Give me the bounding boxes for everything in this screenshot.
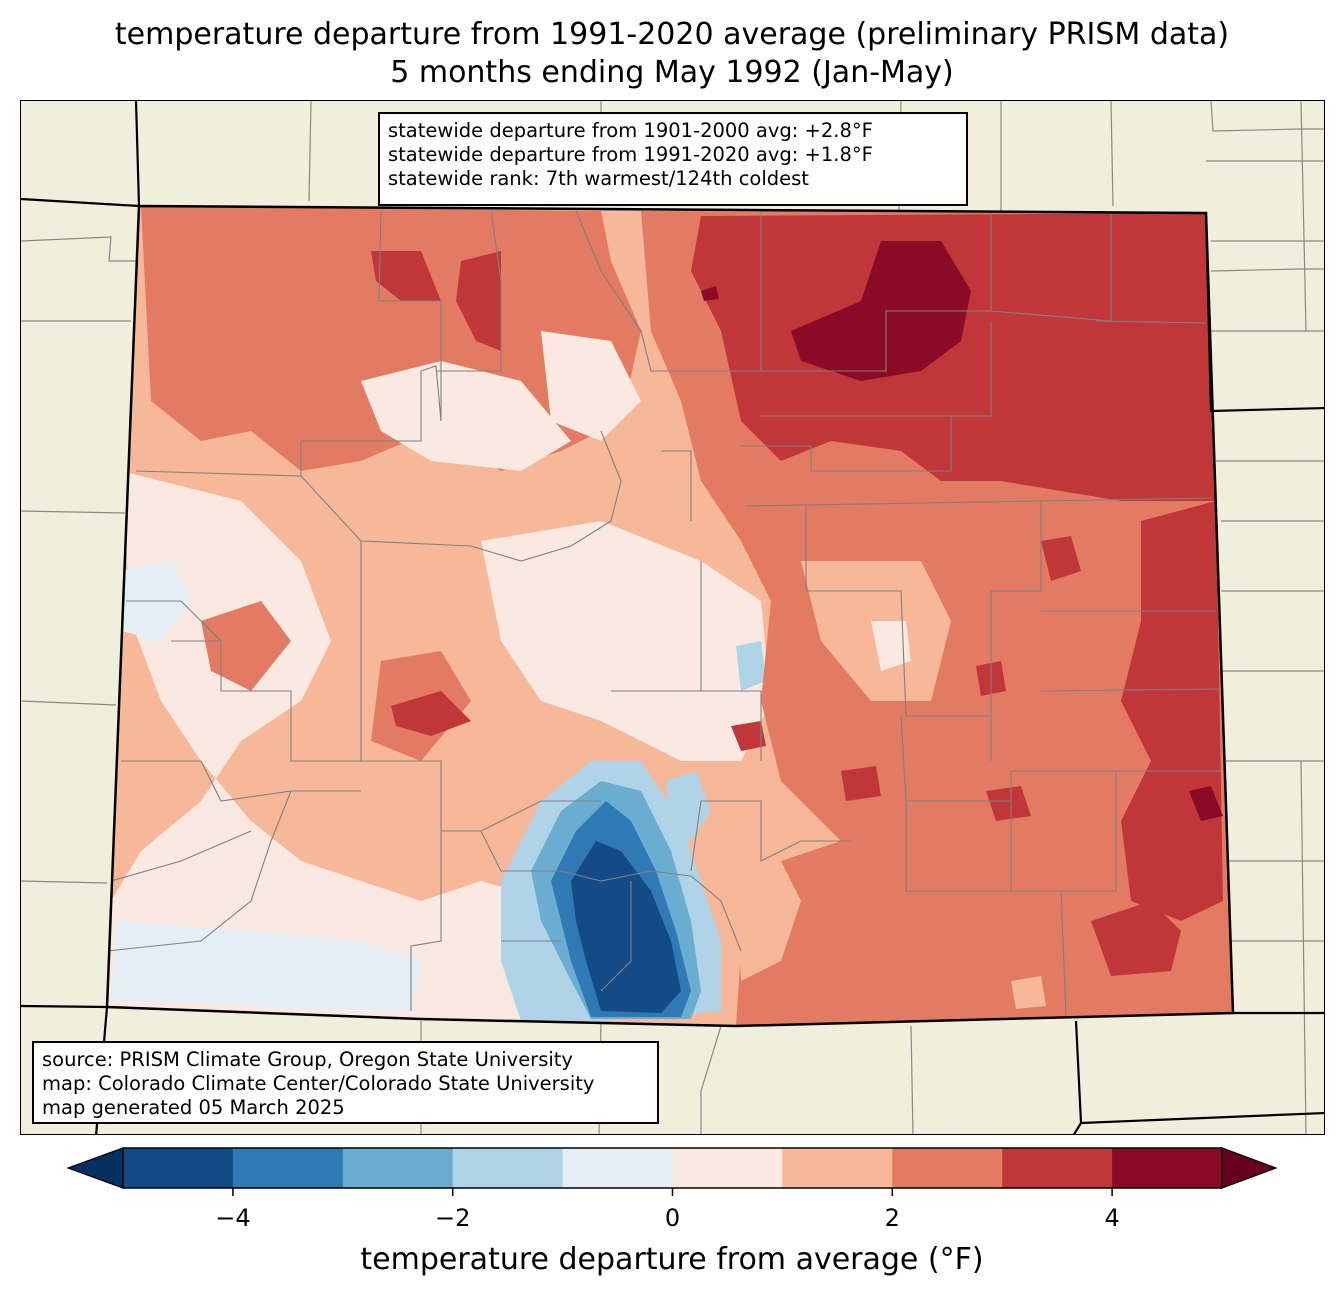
contour-region <box>111 921 421 1011</box>
contour-region <box>871 621 911 671</box>
colorbar-swatch <box>892 1148 1003 1188</box>
contour-region <box>791 241 971 381</box>
map-frame <box>20 100 1325 1135</box>
contour-region <box>107 471 561 1021</box>
contour-region <box>541 331 641 441</box>
colorbar-tick-label: −4 <box>215 1204 250 1232</box>
colorbar-swatch <box>1002 1148 1113 1188</box>
contour-region <box>666 771 711 841</box>
colorbar: −4 −2 0 2 4 <box>66 1147 1278 1232</box>
stats-line-2: statewide departure from 1991-2020 avg: … <box>388 143 873 166</box>
contour-region <box>736 641 766 691</box>
contour-region <box>571 841 681 1013</box>
colorbar-swatch <box>782 1148 893 1188</box>
contour-region <box>456 251 501 351</box>
contour-region <box>691 213 1216 501</box>
contour-region <box>361 361 571 471</box>
colorbar-swatch <box>232 1148 344 1188</box>
colorbar-swatch <box>123 1148 234 1188</box>
contour-region <box>701 286 719 301</box>
contour-region <box>201 601 291 691</box>
county-lines <box>107 210 1221 1017</box>
contour-region <box>736 861 801 981</box>
colorbar-tick-label: 0 <box>665 1204 680 1232</box>
colorbar-over-arrow <box>1221 1147 1278 1189</box>
colorbar-swatch <box>452 1148 564 1188</box>
source-line-2: map: Colorado Climate Center/Colorado St… <box>42 1072 595 1095</box>
contour-region <box>1189 786 1223 821</box>
colorbar-swatch <box>1112 1148 1223 1188</box>
contour-region <box>1121 501 1223 921</box>
map-title-line2: 5 months ending May 1992 (Jan-May) <box>390 55 954 90</box>
contour-region <box>841 766 881 801</box>
source-line-3: map generated 05 March 2025 <box>42 1096 345 1119</box>
colorado-map <box>21 101 1324 1134</box>
colorbar-tick-label: −2 <box>435 1204 470 1232</box>
map-title-line1: temperature departure from 1991-2020 ave… <box>114 17 1230 52</box>
contour-region <box>986 786 1031 821</box>
stats-line-1: statewide departure from 1901-2000 avg: … <box>388 119 873 142</box>
colorbar-swatch <box>672 1148 783 1188</box>
colorbar-tick-label: 2 <box>885 1204 900 1232</box>
colorbar-ticks: −4 −2 0 2 4 <box>215 1188 1120 1232</box>
stats-line-3: statewide rank: 7th warmest/124th coldes… <box>388 167 809 190</box>
contour-region <box>731 721 766 751</box>
colorbar-swatch <box>342 1148 454 1188</box>
colorbar-segments <box>123 1148 1223 1188</box>
contour-region <box>1041 536 1081 581</box>
contour-region <box>1011 976 1046 1009</box>
contour-region <box>391 691 471 736</box>
source-line-1: source: PRISM Climate Group, Oregon Stat… <box>42 1048 573 1071</box>
contour-region <box>1091 901 1181 976</box>
colorbar-swatch <box>562 1148 673 1188</box>
temperature-fill <box>107 206 1233 1026</box>
colorbar-tick-label: 4 <box>1104 1204 1119 1232</box>
contour-region <box>481 521 771 761</box>
colorbar-label: temperature departure from average (°F) <box>360 1242 984 1277</box>
source-credit-box: source: PRISM Climate Group, Oregon Stat… <box>32 1041 659 1124</box>
contour-region <box>371 251 441 301</box>
colorbar-under-arrow <box>66 1147 124 1189</box>
statewide-stats-box: statewide departure from 1901-2000 avg: … <box>378 112 968 206</box>
